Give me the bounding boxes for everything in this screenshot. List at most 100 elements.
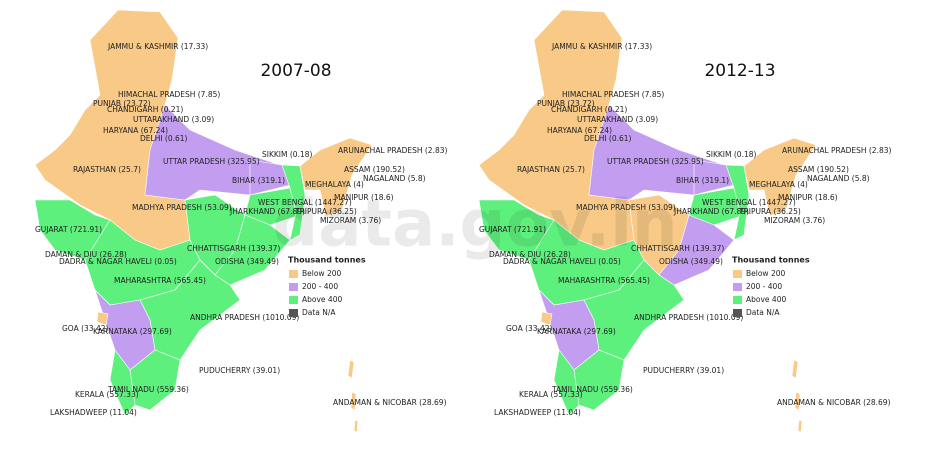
region-label: NAGALAND (5.8)	[363, 174, 426, 183]
region-label: MAHARASHTRA (565.45)	[558, 276, 650, 285]
region	[347, 359, 355, 379]
region-label: MEGHALAYA (4)	[305, 180, 364, 189]
region-label: GOA (33.42)	[506, 324, 552, 333]
region-label: ASSAM (190.52)	[344, 165, 405, 174]
map-panel: 2012-13 JAMMU & KASHMIR (17.33) HIMACHAL P…	[478, 9, 891, 433]
region-label: PUDUCHERRY (39.01)	[643, 366, 724, 375]
region-label: TAMIL NADU (559.36)	[107, 385, 189, 394]
region-label: CHANDIGARH (0.21)	[107, 105, 183, 114]
legend-title: Thousand tonnes	[732, 256, 810, 265]
region-label: RAJASTHAN (25.7)	[73, 165, 141, 174]
region-label: ARUNACHAL PRADESH (2.83)	[338, 146, 447, 155]
region-label: KARNATAKA (297.69)	[93, 327, 172, 336]
region-label: ANDAMAN & NICOBAR (28.69)	[777, 398, 891, 407]
legend-label: Data N/A	[746, 308, 780, 317]
region-label: UTTARAKHAND (3.09)	[133, 115, 214, 124]
region-label: DAMAN & DIU (26.28)	[489, 250, 571, 259]
region	[794, 391, 801, 411]
legend-label: Above 400	[746, 295, 786, 304]
region-label: MANIPUR (18.6)	[334, 193, 394, 202]
region	[540, 311, 553, 326]
region-label: LAKSHADWEEP (11.04)	[494, 408, 581, 417]
map-panel: 2007-08 JAMMU & KASHMIR (17.33) HIMACHAL P…	[34, 9, 447, 433]
region	[109, 349, 136, 416]
region-label: ANDHRA PRADESH (1010.09)	[190, 313, 299, 322]
region	[688, 187, 745, 226]
region-label: SIKKIM (0.18)	[262, 150, 313, 159]
legend-label: 200 - 400	[302, 282, 338, 291]
region-label: UTTAR PRADESH (325.95)	[607, 157, 704, 166]
region-label: WEST BENGAL (1447.27)	[702, 198, 796, 207]
region-label: PUNJAB (23.72)	[537, 99, 595, 108]
region-label: TRIPURA (36.25)	[738, 207, 801, 216]
region-label: CHHATTISGARH (139.37)	[187, 244, 280, 253]
region-label: RAJASTHAN (25.7)	[517, 165, 585, 174]
region-label: WEST BENGAL (1447.27)	[258, 198, 352, 207]
legend-swatch	[733, 296, 742, 304]
region-label: UTTARAKHAND (3.09)	[577, 115, 658, 124]
legend-label: Data N/A	[302, 308, 336, 317]
region-label: DAMAN & DIU (26.28)	[45, 250, 127, 259]
region-label: MADHYA PRADESH (53.09)	[132, 203, 232, 212]
region-label: SIKKIM (0.18)	[706, 150, 757, 159]
region	[350, 391, 357, 411]
region	[791, 359, 799, 379]
region-label: ANDAMAN & NICOBAR (28.69)	[333, 398, 447, 407]
region	[96, 311, 109, 326]
region-label: CHANDIGARH (0.21)	[551, 105, 627, 114]
region-label: BIHAR (319.1)	[232, 176, 285, 185]
region-label: MANIPUR (18.6)	[778, 193, 838, 202]
legend-title: Thousand tonnes	[288, 256, 366, 265]
legend-swatch	[289, 283, 298, 291]
watermark: data.gov.in	[272, 188, 677, 262]
region-label: HARYANA (67.24)	[547, 126, 612, 135]
region	[353, 419, 359, 433]
region-label: MADHYA PRADESH (53.09)	[576, 203, 676, 212]
region-label: HIMACHAL PRADESH (7.85)	[562, 90, 664, 99]
legend-swatch	[733, 270, 742, 278]
region	[129, 349, 181, 411]
region-label: ANDHRA PRADESH (1010.09)	[634, 313, 743, 322]
region-label: MIZORAM (3.76)	[764, 216, 825, 225]
region-label: TAMIL NADU (559.36)	[551, 385, 633, 394]
region-label: DADRA & NAGAR HAVELI (0.05)	[59, 257, 177, 266]
legend-label: Above 400	[302, 295, 342, 304]
region-label: JHARKHAND (67.89)	[229, 207, 305, 216]
legend-swatch	[289, 309, 298, 317]
region-label: BIHAR (319.1)	[676, 176, 729, 185]
region-label: KERALA (557.33)	[75, 390, 139, 399]
region	[553, 349, 580, 416]
region-label: UTTAR PRADESH (325.95)	[163, 157, 260, 166]
region-label: DADRA & NAGAR HAVELI (0.05)	[503, 257, 621, 266]
region	[573, 349, 625, 411]
region-label: DELHI (0.61)	[140, 134, 188, 143]
region-label: ODISHA (349.49)	[215, 257, 279, 266]
region-label: NAGALAND (5.8)	[807, 174, 870, 183]
region-label: GUJARAT (721.91)	[35, 225, 102, 234]
region-label: KERALA (557.33)	[519, 390, 583, 399]
region-label: JAMMU & KASHMIR (17.33)	[107, 42, 208, 51]
region-label: ASSAM (190.52)	[788, 165, 849, 174]
region-label: ARUNACHAL PRADESH (2.83)	[782, 146, 891, 155]
region-label: GUJARAT (721.91)	[479, 225, 546, 234]
legend-label: 200 - 400	[746, 282, 782, 291]
region-label: GOA (33.42)	[62, 324, 108, 333]
region-label: PUNJAB (23.72)	[93, 99, 151, 108]
legend-swatch	[733, 309, 742, 317]
region-label: MAHARASHTRA (565.45)	[114, 276, 206, 285]
legend-label: Below 200	[746, 269, 785, 278]
map-title: 2007-08	[260, 61, 331, 81]
region-label: TRIPURA (36.25)	[294, 207, 357, 216]
legend-swatch	[733, 283, 742, 291]
region-label: LAKSHADWEEP (11.04)	[50, 408, 137, 417]
region-label: JAMMU & KASHMIR (17.33)	[551, 42, 652, 51]
legend-label: Below 200	[302, 269, 341, 278]
region-label: ODISHA (349.49)	[659, 257, 723, 266]
legend-swatch	[289, 296, 298, 304]
region-label: PUDUCHERRY (39.01)	[199, 366, 280, 375]
region	[797, 419, 803, 433]
region-label: KARNATAKA (297.69)	[537, 327, 616, 336]
region-label: HIMACHAL PRADESH (7.85)	[118, 90, 220, 99]
region	[244, 187, 301, 226]
